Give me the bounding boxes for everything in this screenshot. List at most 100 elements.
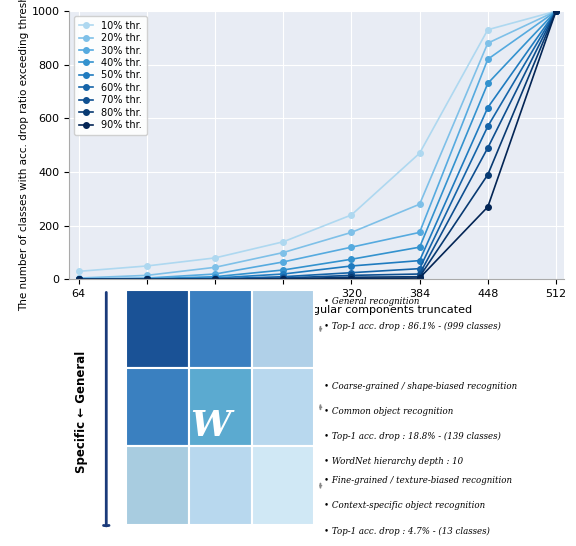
Line: 50% thr.: 50% thr. xyxy=(76,8,559,282)
Bar xyxy=(252,368,314,447)
Text: • Context-specific object recognition: • Context-specific object recognition xyxy=(324,501,486,511)
20% thr. xyxy=(211,264,218,271)
50% thr. xyxy=(484,104,491,111)
Line: 90% thr.: 90% thr. xyxy=(76,8,559,282)
90% thr. xyxy=(416,275,423,281)
50% thr. xyxy=(416,257,423,264)
Line: 10% thr.: 10% thr. xyxy=(76,8,559,274)
80% thr. xyxy=(484,171,491,178)
Line: 30% thr.: 30% thr. xyxy=(76,8,559,282)
Text: • Common object recognition: • Common object recognition xyxy=(324,407,453,416)
Line: 80% thr.: 80% thr. xyxy=(76,8,559,282)
20% thr. xyxy=(143,272,150,278)
50% thr. xyxy=(348,263,355,269)
70% thr. xyxy=(348,272,355,278)
30% thr. xyxy=(416,229,423,236)
40% thr. xyxy=(211,274,218,280)
10% thr. xyxy=(416,150,423,157)
80% thr. xyxy=(211,276,218,283)
10% thr. xyxy=(348,212,355,218)
70% thr. xyxy=(143,276,150,283)
10% thr. xyxy=(484,26,491,33)
60% thr. xyxy=(75,276,82,283)
80% thr. xyxy=(416,274,423,280)
90% thr. xyxy=(348,275,355,282)
30% thr. xyxy=(552,8,559,14)
20% thr. xyxy=(348,229,355,236)
Text: • Coarse-grained / shape-biased recognition: • Coarse-grained / shape-biased recognit… xyxy=(324,382,517,391)
Y-axis label: The number of classes with acc. drop ratio exceeding threshold: The number of classes with acc. drop rat… xyxy=(18,0,29,311)
80% thr. xyxy=(75,276,82,283)
40% thr. xyxy=(143,276,150,282)
60% thr. xyxy=(552,8,559,14)
Text: W: W xyxy=(191,409,231,443)
Text: • General recognition: • General recognition xyxy=(324,297,419,306)
50% thr. xyxy=(143,276,150,282)
40% thr. xyxy=(484,80,491,87)
Text: • Fine-grained / texture-biased recognition: • Fine-grained / texture-biased recognit… xyxy=(324,476,512,485)
60% thr. xyxy=(416,265,423,272)
50% thr. xyxy=(280,271,287,277)
Line: 20% thr.: 20% thr. xyxy=(76,8,559,281)
10% thr. xyxy=(143,263,150,269)
30% thr. xyxy=(75,276,82,282)
Line: 70% thr.: 70% thr. xyxy=(76,8,559,282)
90% thr. xyxy=(484,204,491,210)
20% thr. xyxy=(416,201,423,207)
60% thr. xyxy=(484,123,491,129)
Bar xyxy=(252,289,314,368)
40% thr. xyxy=(75,276,82,282)
70% thr. xyxy=(416,271,423,277)
80% thr. xyxy=(348,274,355,281)
Text: • Top-1 acc. drop : 4.7% - (13 classes): • Top-1 acc. drop : 4.7% - (13 classes) xyxy=(324,526,490,536)
20% thr. xyxy=(484,40,491,46)
Bar xyxy=(126,447,189,525)
30% thr. xyxy=(484,56,491,63)
20% thr. xyxy=(280,250,287,256)
Line: 60% thr.: 60% thr. xyxy=(76,8,559,282)
Text: • Top-1 acc. drop : 18.8% - (139 classes): • Top-1 acc. drop : 18.8% - (139 classes… xyxy=(324,432,501,441)
70% thr. xyxy=(552,8,559,14)
70% thr. xyxy=(484,145,491,151)
Bar xyxy=(252,447,314,525)
30% thr. xyxy=(280,259,287,265)
30% thr. xyxy=(211,271,218,277)
70% thr. xyxy=(75,276,82,283)
80% thr. xyxy=(552,8,559,14)
50% thr. xyxy=(211,275,218,281)
30% thr. xyxy=(143,275,150,281)
Bar xyxy=(189,368,252,447)
30% thr. xyxy=(348,244,355,251)
70% thr. xyxy=(280,275,287,281)
10% thr. xyxy=(552,8,559,14)
80% thr. xyxy=(143,276,150,283)
60% thr. xyxy=(211,276,218,282)
Bar xyxy=(189,447,252,525)
50% thr. xyxy=(75,276,82,283)
40% thr. xyxy=(280,266,287,273)
90% thr. xyxy=(552,8,559,14)
Legend: 10% thr., 20% thr., 30% thr., 40% thr., 50% thr., 60% thr., 70% thr., 80% thr., : 10% thr., 20% thr., 30% thr., 40% thr., … xyxy=(74,16,147,135)
60% thr. xyxy=(348,269,355,276)
70% thr. xyxy=(211,276,218,282)
Bar xyxy=(189,289,252,368)
Text: • WordNet hierarchy depth : 10: • WordNet hierarchy depth : 10 xyxy=(324,457,463,466)
X-axis label: The number of smallest singular components truncated: The number of smallest singular componen… xyxy=(161,305,472,314)
90% thr. xyxy=(280,276,287,282)
10% thr. xyxy=(211,254,218,261)
40% thr. xyxy=(416,244,423,251)
40% thr. xyxy=(552,8,559,14)
90% thr. xyxy=(143,276,150,283)
Bar xyxy=(126,289,189,368)
10% thr. xyxy=(280,239,287,245)
Line: 40% thr.: 40% thr. xyxy=(76,8,559,282)
80% thr. xyxy=(280,276,287,282)
60% thr. xyxy=(280,274,287,280)
50% thr. xyxy=(552,8,559,14)
90% thr. xyxy=(211,276,218,283)
10% thr. xyxy=(75,268,82,275)
Text: • Top-1 acc. drop : 86.1% - (999 classes): • Top-1 acc. drop : 86.1% - (999 classes… xyxy=(324,322,501,331)
90% thr. xyxy=(75,276,82,283)
60% thr. xyxy=(143,276,150,283)
Text: Specific ← General: Specific ← General xyxy=(75,351,88,473)
